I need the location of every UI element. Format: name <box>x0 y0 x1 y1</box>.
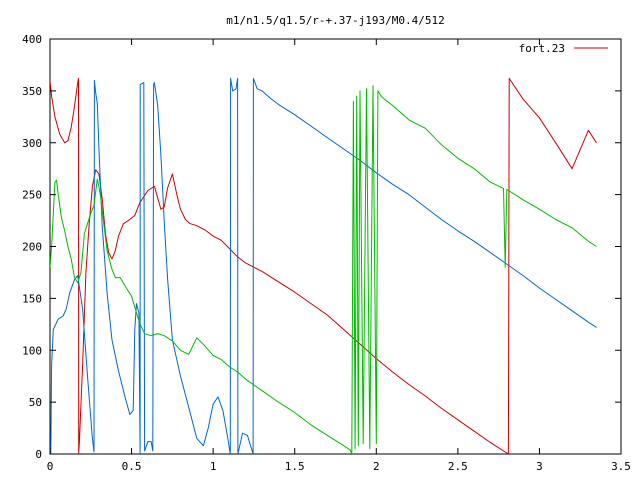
series-line-1 <box>50 77 597 454</box>
y-tick-label: 200 <box>22 241 42 254</box>
legend: fort.23 <box>519 42 608 55</box>
x-tick-label: 3.5 <box>611 460 631 473</box>
plot-frame <box>49 38 622 455</box>
series-group <box>50 77 597 454</box>
x-axis: 0 0.5 1 1.5 2 2.5 3 3.5 <box>47 39 631 473</box>
y-tick-label: 350 <box>22 85 42 98</box>
y-tick-label: 250 <box>22 189 42 202</box>
y-tick-label: 100 <box>22 344 42 357</box>
x-tick-label: 1.5 <box>285 460 305 473</box>
y-tick-label: 300 <box>22 137 42 150</box>
x-tick-label: 3 <box>536 460 543 473</box>
series-line-0 <box>50 77 597 454</box>
legend-label: fort.23 <box>519 42 565 55</box>
y-tick-label: 400 <box>22 33 42 46</box>
x-tick-label: 0 <box>47 460 54 473</box>
y-tick-label: 50 <box>29 396 42 409</box>
chart-title: m1/n1.5/q1.5/r-+.37-j193/M0.4/512 <box>226 14 445 27</box>
y-tick-label: 150 <box>22 292 42 305</box>
x-tick-label: 0.5 <box>122 460 142 473</box>
y-tick-label: 0 <box>35 448 42 461</box>
series-line-2 <box>50 85 597 454</box>
x-tick-label: 2.5 <box>448 460 468 473</box>
series-layer <box>50 77 597 454</box>
y-axis: 0 50 100 150 200 250 300 350 400 <box>22 33 621 461</box>
x-tick-label: 1 <box>210 460 217 473</box>
plot-border <box>49 38 622 455</box>
x-tick-label: 2 <box>373 460 380 473</box>
